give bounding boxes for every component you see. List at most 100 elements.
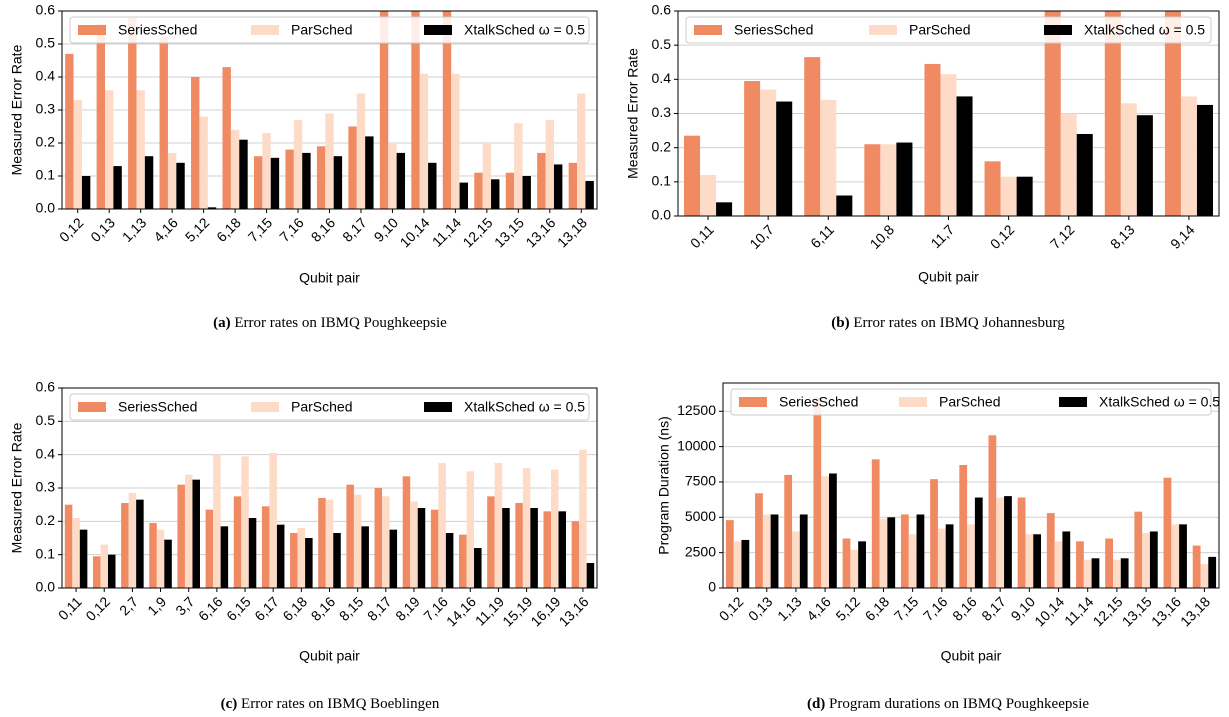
x-tick-label: 10,8 — [867, 221, 898, 252]
bar — [318, 498, 326, 588]
bar — [136, 499, 144, 588]
bar — [784, 474, 793, 588]
x-tick-label: 6,15 — [223, 593, 254, 624]
bar — [474, 172, 483, 209]
bar — [293, 119, 303, 209]
bar — [733, 541, 742, 588]
bar — [1016, 176, 1033, 216]
bar — [167, 152, 177, 209]
bar — [558, 511, 567, 588]
y-axis-label: Measured Error Rate — [625, 48, 641, 179]
legend-label: XtalkSched ω = 0.5 — [464, 22, 585, 38]
bar — [1163, 477, 1172, 588]
bar — [776, 101, 793, 216]
x-tick-label: 0,13 — [745, 593, 776, 624]
bar — [136, 90, 145, 209]
x-tick-label: 8,16 — [308, 214, 339, 245]
bar — [887, 517, 896, 588]
x-tick-label: 12,15 — [459, 214, 495, 250]
legend-box — [69, 393, 590, 421]
bar — [908, 534, 917, 588]
y-tick-label: 0 — [708, 579, 716, 595]
bar — [792, 531, 800, 588]
bar — [73, 100, 82, 209]
x-tick-label: 1,9 — [144, 593, 169, 618]
bar — [121, 503, 129, 588]
bar — [346, 484, 354, 588]
x-tick-label: 11,14 — [429, 214, 465, 250]
bar — [1208, 556, 1217, 588]
y-tick-label: 2500 — [685, 543, 716, 559]
bar — [270, 157, 280, 209]
bar — [896, 142, 913, 216]
bar — [522, 176, 531, 209]
bar — [230, 129, 240, 209]
bar — [937, 528, 946, 588]
bar — [333, 156, 343, 209]
y-tick-label: 0.6 — [36, 2, 56, 18]
bar — [144, 156, 154, 209]
bar — [159, 37, 168, 209]
bars — [725, 397, 1217, 588]
y-tick-label: 0.2 — [36, 134, 56, 150]
bar — [290, 533, 298, 588]
x-tick-label: 7,16 — [920, 593, 951, 624]
x-tick-label: 12,15 — [1090, 593, 1126, 629]
y-tick-label: 0.3 — [36, 101, 56, 117]
chart-panel: 0.0 0.1 0.2 0.3 0.4 0.5 0.6 0,11 10,7 6,11 10,8 11,… — [625, 2, 1220, 331]
x-tick-label: 11,19 — [472, 593, 508, 629]
plot-frame — [677, 10, 1220, 217]
x-axis-label: Qubit pair — [299, 648, 360, 664]
y-tick-label: 0.5 — [36, 35, 56, 51]
y-tick-label: 0.4 — [36, 68, 56, 84]
bar — [1044, 11, 1061, 216]
x-tick-label: 7,15 — [891, 593, 922, 624]
chart-panel: 0.0 0.1 0.2 0.3 0.4 0.5 0.6 0,12 0,13 1,13 4,16 5,1… — [9, 2, 598, 331]
bar — [568, 162, 578, 209]
caption: (d) Program durations on IBMQ Poughkeeps… — [807, 696, 1089, 712]
y-tick-label: 5000 — [685, 508, 716, 524]
bar — [388, 143, 397, 209]
x-tick-label: 13,16 — [556, 593, 592, 629]
bar — [184, 474, 193, 588]
bar — [880, 144, 897, 216]
bar — [1091, 558, 1100, 588]
bar — [269, 453, 277, 588]
bar — [741, 539, 750, 588]
bar — [438, 463, 446, 588]
bar — [192, 479, 200, 588]
bar — [1171, 524, 1180, 588]
bar — [382, 496, 390, 588]
legend-label: SeriesSched — [779, 394, 858, 410]
y-axis-label: Measured Error Rate — [9, 422, 25, 553]
bar — [959, 465, 968, 588]
x-tick-label: 8,16 — [949, 593, 980, 624]
x-tick-label: 8,15 — [336, 593, 367, 624]
bar — [445, 533, 454, 588]
y-tick-label: 12500 — [677, 402, 716, 418]
bar — [482, 143, 492, 209]
bar — [505, 172, 515, 209]
x-tick-label: 0,13 — [87, 214, 118, 245]
x-tick-label: 6,18 — [213, 214, 244, 245]
x-tick-label: 7,15 — [245, 214, 276, 245]
legend-swatch — [251, 402, 279, 412]
y-tick-label: 0.3 — [36, 479, 56, 495]
bar — [305, 538, 313, 588]
bar — [491, 179, 500, 209]
bar — [241, 456, 249, 588]
y-axis-label: Program Duration (ns) — [656, 416, 672, 555]
legend-swatch — [424, 25, 452, 35]
x-tick-label: 8,13 — [1107, 221, 1138, 252]
bar — [428, 162, 437, 209]
bar — [900, 514, 909, 588]
bar — [353, 494, 362, 588]
bar — [325, 113, 334, 209]
bar — [474, 548, 482, 588]
bar — [1076, 134, 1093, 216]
caption-text: Error rates on IBMQ Boeblingen — [241, 696, 440, 712]
bar — [239, 139, 248, 209]
bar — [858, 541, 866, 588]
legend-label: XtalkSched ω = 0.5 — [1099, 394, 1220, 410]
